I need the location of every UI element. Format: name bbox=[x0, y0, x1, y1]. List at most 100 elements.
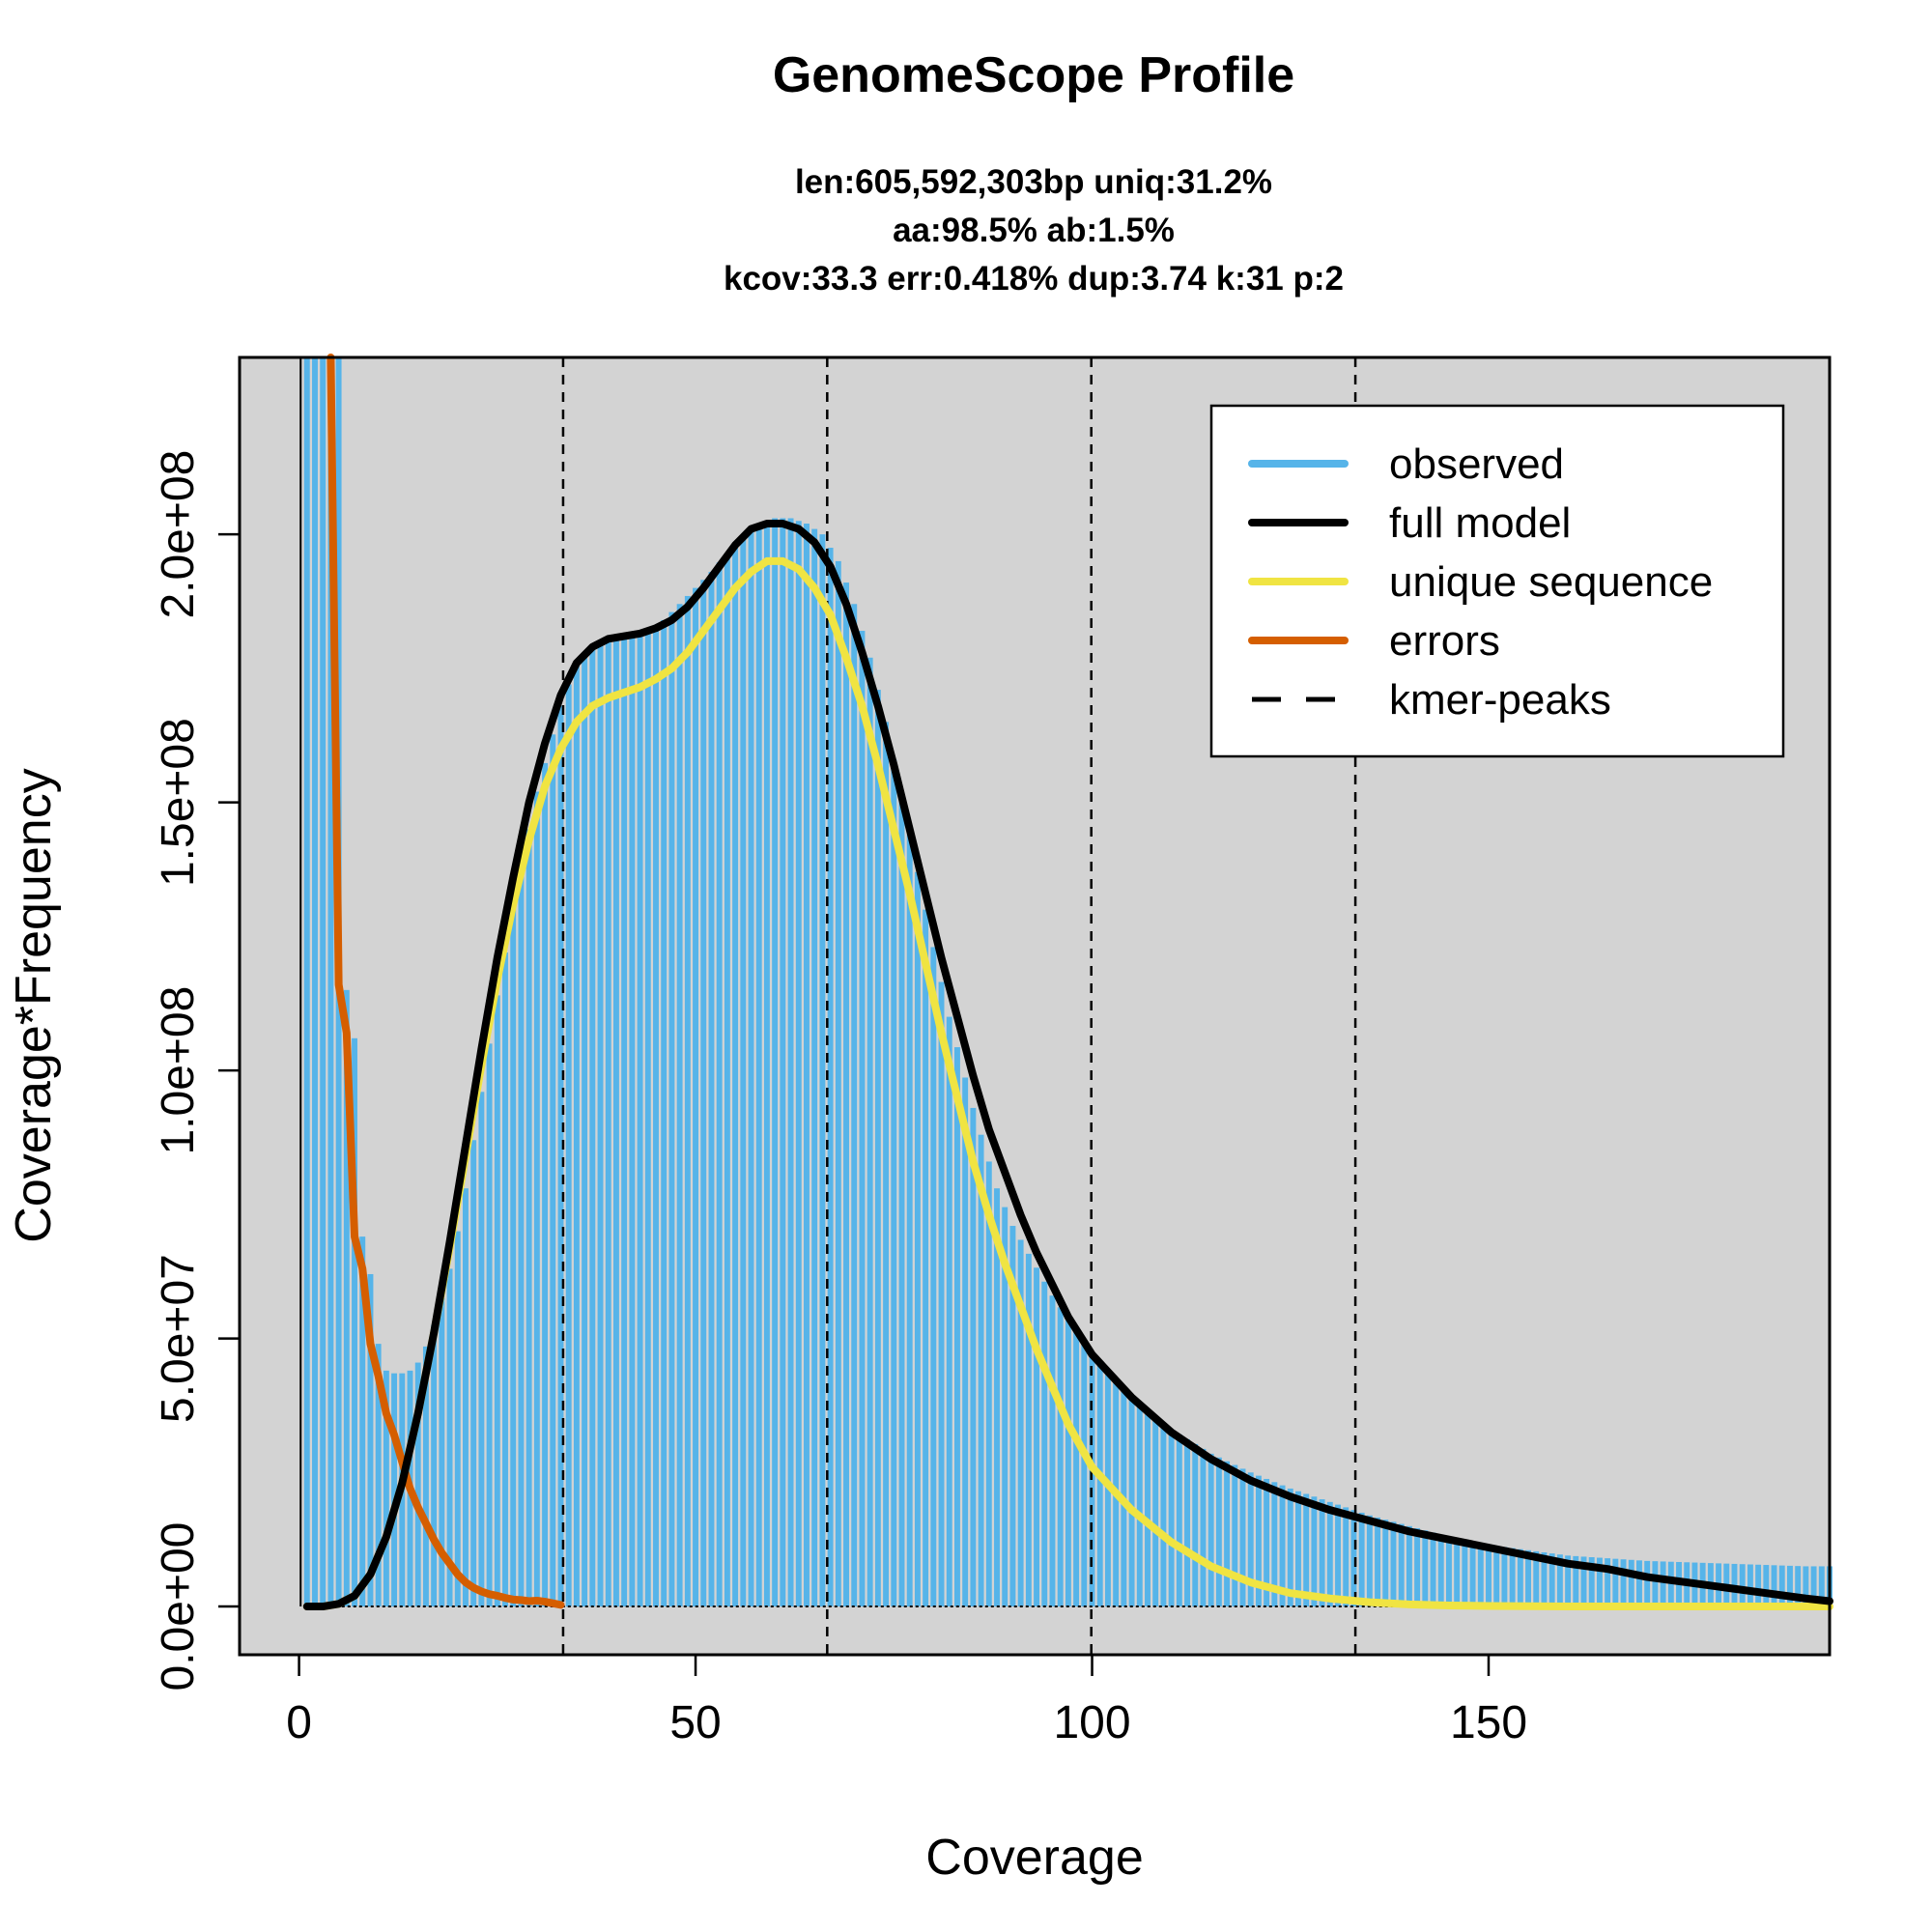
y-tick-label: 0.0e+00 bbox=[153, 1522, 204, 1691]
observed-bar bbox=[1525, 1549, 1531, 1607]
y-tick-label: 1.5e+08 bbox=[153, 718, 204, 887]
observed-bar bbox=[1136, 1404, 1143, 1607]
observed-bar bbox=[637, 633, 643, 1607]
chart-subtitle-line-2: aa:98.5% ab:1.5% bbox=[893, 212, 1175, 249]
observed-bar bbox=[1247, 1472, 1254, 1607]
errors-line bbox=[327, 354, 565, 1609]
observed-bar bbox=[843, 582, 849, 1607]
observed-bar bbox=[978, 1134, 984, 1607]
observed-bar bbox=[1588, 1557, 1595, 1607]
observed-bar bbox=[1002, 1207, 1009, 1607]
observed-bar bbox=[542, 762, 549, 1607]
observed-bar bbox=[1200, 1448, 1207, 1607]
observed-bar bbox=[883, 722, 890, 1607]
observed-bar bbox=[653, 625, 659, 1607]
observed-bar bbox=[708, 571, 715, 1607]
observed-bar bbox=[1501, 1547, 1508, 1607]
x-axis: 0 50 100 150 bbox=[286, 1653, 1527, 1748]
observed-bar bbox=[1255, 1475, 1262, 1607]
observed-bar bbox=[827, 548, 834, 1607]
observed-bar bbox=[1096, 1363, 1103, 1607]
observed-bar bbox=[383, 1370, 389, 1607]
observed-bar bbox=[930, 947, 937, 1607]
observed-bar bbox=[851, 604, 858, 1607]
observed-bar bbox=[1612, 1558, 1619, 1607]
observed-bar bbox=[787, 518, 794, 1607]
observed-bar bbox=[1264, 1478, 1270, 1607]
observed-bar bbox=[700, 580, 707, 1607]
legend-label: errors bbox=[1389, 617, 1500, 665]
observed-bar bbox=[414, 1362, 421, 1607]
observed-bar bbox=[684, 595, 691, 1607]
observed-bar bbox=[1437, 1534, 1444, 1607]
observed-bar bbox=[1493, 1546, 1500, 1607]
observed-bar bbox=[1445, 1536, 1452, 1607]
observed-bar bbox=[621, 636, 628, 1607]
observed-bar bbox=[819, 534, 826, 1607]
observed-bar bbox=[898, 797, 905, 1607]
observed-bar bbox=[1382, 1520, 1389, 1607]
observed-bar bbox=[1009, 1226, 1016, 1607]
observed-bar bbox=[867, 657, 873, 1607]
observed-bar bbox=[1287, 1488, 1293, 1607]
y-tick-label: 2.0e+08 bbox=[153, 450, 204, 619]
observed-bar bbox=[1025, 1253, 1032, 1607]
observed-bar bbox=[1215, 1457, 1222, 1607]
observed-bar bbox=[1541, 1552, 1548, 1607]
observed-bar bbox=[470, 1140, 477, 1607]
observed-bar bbox=[1390, 1521, 1397, 1607]
observed-bar bbox=[605, 639, 611, 1607]
observed-bar bbox=[1620, 1559, 1627, 1607]
observed-bar bbox=[565, 684, 572, 1607]
observed-bar bbox=[1041, 1281, 1048, 1607]
observed-bar bbox=[668, 611, 675, 1607]
model-lines bbox=[302, 354, 1833, 1611]
observed-bar bbox=[1017, 1239, 1024, 1607]
observed-bar bbox=[661, 619, 668, 1607]
observed-bar bbox=[1057, 1307, 1064, 1607]
observed-bar bbox=[589, 648, 596, 1607]
observed-bar bbox=[795, 521, 802, 1607]
observed-bar bbox=[439, 1297, 445, 1607]
legend: observed full model unique sequence errors k… bbox=[1209, 404, 1785, 758]
observed-bar bbox=[582, 655, 588, 1607]
observed-bar bbox=[874, 690, 881, 1607]
observed-bar bbox=[914, 871, 921, 1607]
observed-bar bbox=[629, 636, 636, 1607]
observed-bar bbox=[859, 631, 866, 1607]
observed-bar bbox=[1462, 1540, 1468, 1607]
observed-bar bbox=[1176, 1434, 1182, 1607]
observed-bar bbox=[1548, 1553, 1555, 1607]
x-tick-label: 50 bbox=[669, 1697, 721, 1748]
observed-bar bbox=[1778, 1565, 1785, 1607]
legend-label: observed bbox=[1389, 440, 1564, 488]
legend-label: full model bbox=[1389, 499, 1571, 547]
observed-bar bbox=[327, 357, 334, 1607]
observed-bar bbox=[835, 560, 841, 1607]
observed-bar bbox=[1755, 1564, 1762, 1607]
observed-bar bbox=[1517, 1548, 1523, 1607]
observed-bar bbox=[1049, 1295, 1056, 1607]
observed-bar bbox=[1747, 1564, 1753, 1607]
observed-bar bbox=[422, 1346, 429, 1607]
observed-bar bbox=[1065, 1319, 1071, 1607]
observed-bar bbox=[1311, 1496, 1318, 1607]
observed-bar bbox=[811, 528, 818, 1607]
observed-bar bbox=[494, 995, 500, 1607]
y-axis: 0.0e+00 5.0e+07 1.0e+08 1.5e+08 2.0e+08 bbox=[153, 450, 240, 1691]
observed-bar bbox=[478, 1092, 485, 1607]
chart-subtitle-line-3: kcov:33.3 err:0.418% dup:3.74 k:31 p:2 bbox=[724, 260, 1344, 298]
observed-bar bbox=[1573, 1555, 1579, 1607]
x-axis-label: Coverage bbox=[925, 1830, 1143, 1886]
observed-bar bbox=[1398, 1523, 1405, 1607]
observed-bar bbox=[1605, 1558, 1611, 1607]
observed-bar bbox=[1366, 1515, 1373, 1607]
observed-bar bbox=[763, 521, 770, 1607]
observed-bar bbox=[320, 357, 327, 1607]
observed-bar bbox=[923, 909, 929, 1607]
x-tick-label: 150 bbox=[1450, 1697, 1527, 1748]
observed-bar bbox=[557, 705, 564, 1607]
observed-bar bbox=[1414, 1528, 1421, 1607]
observed-bar bbox=[891, 759, 897, 1607]
